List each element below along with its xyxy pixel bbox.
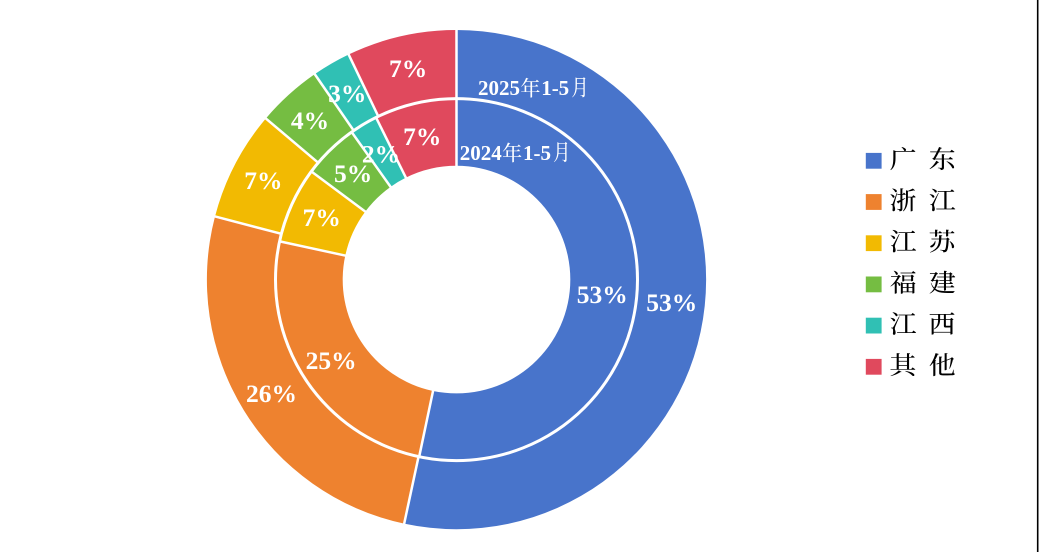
svg-text:1-5: 1-5	[541, 76, 569, 100]
svg-text:2025: 2025	[478, 76, 520, 100]
svg-text:53%: 53%	[577, 280, 628, 309]
svg-text:25%: 25%	[306, 346, 357, 375]
svg-text:4%: 4%	[291, 106, 329, 135]
svg-text:2%: 2%	[362, 140, 400, 169]
svg-text:7%: 7%	[303, 203, 341, 232]
svg-text:7%: 7%	[403, 122, 441, 151]
svg-text:7%: 7%	[389, 54, 427, 83]
svg-text:53%: 53%	[646, 288, 697, 317]
svg-text:2024: 2024	[460, 141, 503, 165]
svg-text:3%: 3%	[328, 79, 366, 108]
svg-text:5%: 5%	[334, 159, 372, 188]
svg-text:1-5: 1-5	[523, 141, 551, 165]
svg-text:7%: 7%	[244, 166, 282, 195]
svg-text:26%: 26%	[246, 379, 297, 408]
